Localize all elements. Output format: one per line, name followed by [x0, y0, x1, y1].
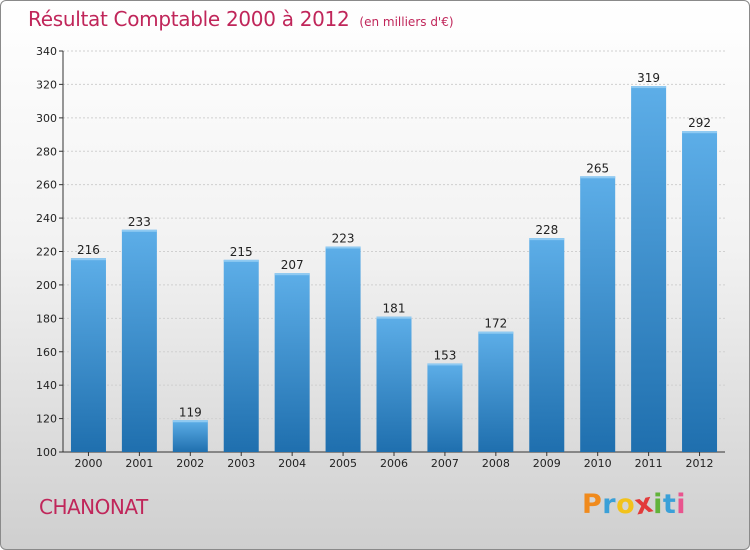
y-tick-label: 300 — [36, 112, 57, 125]
y-tick-label: 180 — [36, 312, 57, 325]
bar-2011 — [631, 86, 667, 453]
title-row: Résultat Comptable 2000 à 2012 (en millie… — [28, 7, 454, 31]
data-label: 265 — [586, 161, 609, 175]
y-tick-label: 320 — [36, 78, 57, 91]
bar-highlight — [70, 258, 106, 261]
logo-letter: i — [676, 489, 687, 520]
data-label: 233 — [128, 215, 151, 229]
logo-letter: P — [582, 489, 603, 520]
y-tick-label: 200 — [36, 279, 57, 292]
x-tick-label: 2005 — [329, 457, 357, 470]
x-tick-label: 2004 — [278, 457, 306, 470]
data-label: 207 — [281, 258, 304, 272]
bar-2012 — [682, 131, 718, 452]
data-label: 153 — [433, 348, 456, 362]
x-tick-label: 2001 — [125, 457, 153, 470]
bar-highlight — [121, 229, 157, 232]
data-label: 319 — [637, 71, 660, 85]
bar-2008 — [478, 331, 514, 452]
data-label: 181 — [383, 302, 406, 316]
bar-2009 — [529, 238, 565, 452]
bar-2004 — [274, 273, 310, 452]
y-tick-label: 240 — [36, 212, 57, 225]
x-tick-label: 2011 — [635, 457, 663, 470]
data-label: 292 — [688, 116, 711, 130]
x-tick-label: 2010 — [584, 457, 612, 470]
y-tick-label: 340 — [36, 45, 57, 58]
bar-2001 — [121, 229, 157, 452]
commune-name: CHANONAT — [39, 495, 148, 519]
y-tick-label: 220 — [36, 246, 57, 259]
data-label: 228 — [535, 223, 558, 237]
bar-highlight — [376, 316, 412, 319]
bars — [70, 86, 718, 453]
x-tick-label: 2000 — [74, 457, 102, 470]
bar-highlight — [325, 246, 361, 249]
data-label: 216 — [77, 243, 100, 257]
bar-2010 — [580, 176, 616, 452]
bar-2000 — [70, 258, 106, 452]
x-tick-label: 2012 — [686, 457, 714, 470]
bar-2002 — [172, 420, 208, 452]
data-label: 215 — [230, 245, 253, 259]
bar-highlight — [682, 131, 718, 134]
y-tick-label: 140 — [36, 379, 57, 392]
chart-title: Résultat Comptable 2000 à 2012 — [28, 7, 350, 31]
logo-letter: o — [616, 489, 636, 520]
y-tick-label: 160 — [36, 346, 57, 359]
bar-highlight — [427, 363, 463, 366]
chart-subtitle: (en milliers d'€) — [359, 15, 454, 29]
data-label: 172 — [484, 317, 507, 331]
bar-highlight — [223, 259, 259, 262]
x-tick-label: 2009 — [533, 457, 561, 470]
logo-letter: r — [602, 489, 617, 520]
y-tick-label: 260 — [36, 179, 57, 192]
y-tick-label: 120 — [36, 413, 57, 426]
bar-2007 — [427, 363, 463, 452]
bar-highlight — [478, 331, 514, 334]
bar-highlight — [580, 176, 616, 179]
bar-2005 — [325, 246, 361, 452]
logo-letter: t — [662, 489, 677, 520]
data-label: 223 — [332, 231, 355, 245]
logo-letter: i — [653, 489, 663, 520]
x-tick-label: 2007 — [431, 457, 459, 470]
proxiti-logo[interactable]: Proxiti — [582, 487, 687, 521]
y-tick-label: 280 — [36, 145, 57, 158]
x-tick-label: 2006 — [380, 457, 408, 470]
data-labels: 216 233 119 215 207 223 181 153 172 228 265 319 292 — [77, 71, 711, 419]
bar-2003 — [223, 259, 259, 452]
bar-highlight — [274, 273, 310, 276]
bar-2006 — [376, 316, 412, 452]
bar-highlight — [631, 86, 667, 89]
bar-highlight — [529, 238, 565, 241]
y-tick-label: 100 — [36, 446, 57, 459]
bar-highlight — [172, 420, 208, 423]
x-tick-label: 2003 — [227, 457, 255, 470]
x-tick-label: 2008 — [482, 457, 510, 470]
data-label: 119 — [179, 405, 202, 419]
x-tick-label: 2002 — [176, 457, 204, 470]
